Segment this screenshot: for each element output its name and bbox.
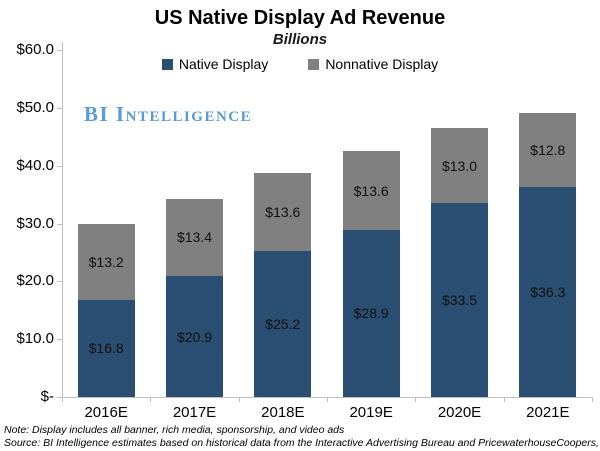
legend-item-nonnative-display: Nonnative Display [308, 56, 438, 72]
y-axis-line [62, 42, 63, 397]
y-axis-tick-label: $30.0 [16, 214, 54, 232]
y-axis-tick-label: $- [40, 388, 54, 405]
bar-value-label: $20.9 [176, 328, 213, 345]
bar-value-label: $28.9 [353, 305, 389, 322]
bar-value-label: $33.5 [441, 292, 478, 309]
bar-value-label: $36.3 [530, 284, 566, 301]
chart-title: US Native Display Ad Revenue [154, 7, 446, 29]
legend-swatch-nonnative-display [308, 58, 320, 70]
bar-2020E-native-display-segment: $33.5 [431, 203, 488, 397]
y-axis-tick [57, 397, 62, 398]
x-axis-tick [238, 397, 240, 402]
bar-2018E-nonnative-display-segment: $13.6 [254, 172, 312, 252]
chart-legend: Native Display Nonnative Display [0, 56, 600, 72]
y-axis-tick [57, 165, 62, 167]
bar-2016E-nonnative-display-segment: $13.2 [77, 223, 135, 300]
bar-value-label: $16.8 [88, 340, 124, 357]
y-axis-tick-label: $60.0 [16, 41, 54, 58]
legend-swatch-native-display [161, 58, 173, 70]
bar-2016E-native-display-segment: $16.8 [77, 299, 135, 397]
x-axis-label-2017E: 2017E [172, 404, 217, 421]
x-axis-label-2021E: 2021E [526, 404, 570, 421]
legend-item-native-display: Native Display [161, 56, 269, 72]
source-line: Source: BI Intelligence estimates based … [4, 437, 600, 450]
x-axis-label-2020E: 2020E [437, 404, 482, 421]
bar-value-label: $25.2 [265, 316, 301, 333]
bar-2020E-nonnative-display-segment: $13.0 [431, 128, 488, 204]
chart-subtitle: Billions [272, 31, 328, 48]
bar-2021E-nonnative-display-segment: $12.8 [519, 113, 577, 188]
bar-2017E-native-display-segment: $20.9 [166, 276, 223, 397]
bar-value-label: $13.0 [441, 157, 478, 174]
x-axis-label-2019E: 2019E [349, 404, 393, 421]
y-axis-tick [57, 339, 62, 341]
x-axis-tick [415, 397, 417, 402]
bar-value-label: $13.2 [88, 253, 124, 270]
bi-intelligence-watermark: BI Intelligence [84, 102, 253, 126]
x-axis-tick [503, 397, 505, 402]
y-axis-tick-label: $10.0 [16, 330, 54, 348]
bar-2019E-native-display-segment: $28.9 [342, 229, 400, 397]
legend-label: Native Display [178, 56, 269, 72]
bar-value-label: $13.6 [353, 182, 389, 199]
x-axis-tick [327, 397, 328, 402]
bar-value-label: $13.6 [265, 203, 301, 220]
y-axis-tick-label: $50.0 [16, 98, 54, 116]
bar-2019E-nonnative-display-segment: $13.6 [342, 151, 400, 230]
x-axis-tick [150, 397, 152, 402]
x-axis-tick [62, 397, 63, 402]
x-axis-label-2018E: 2018E [261, 404, 305, 421]
chart-footnotes: Note: Display includes all banner, rich … [4, 424, 600, 451]
bar-value-label: $13.4 [176, 229, 213, 246]
y-axis-tick-label: $40.0 [16, 156, 54, 174]
legend-label: Nonnative Display [325, 56, 439, 72]
x-axis-tick [592, 397, 593, 402]
bar-2017E-nonnative-display-segment: $13.4 [166, 198, 223, 277]
note-line: Note: Display includes all banner, rich … [4, 424, 345, 436]
x-axis-label-2016E: 2016E [84, 404, 128, 421]
bar-2018E-native-display-segment: $25.2 [254, 251, 312, 397]
y-axis-tick [57, 281, 62, 283]
y-axis-tick-label: $20.0 [16, 272, 54, 290]
y-axis-tick [57, 223, 62, 225]
y-axis-tick [57, 50, 62, 51]
bar-value-label: $12.8 [530, 142, 566, 159]
y-axis-tick [57, 107, 62, 109]
bar-2021E-native-display-segment: $36.3 [519, 187, 577, 397]
